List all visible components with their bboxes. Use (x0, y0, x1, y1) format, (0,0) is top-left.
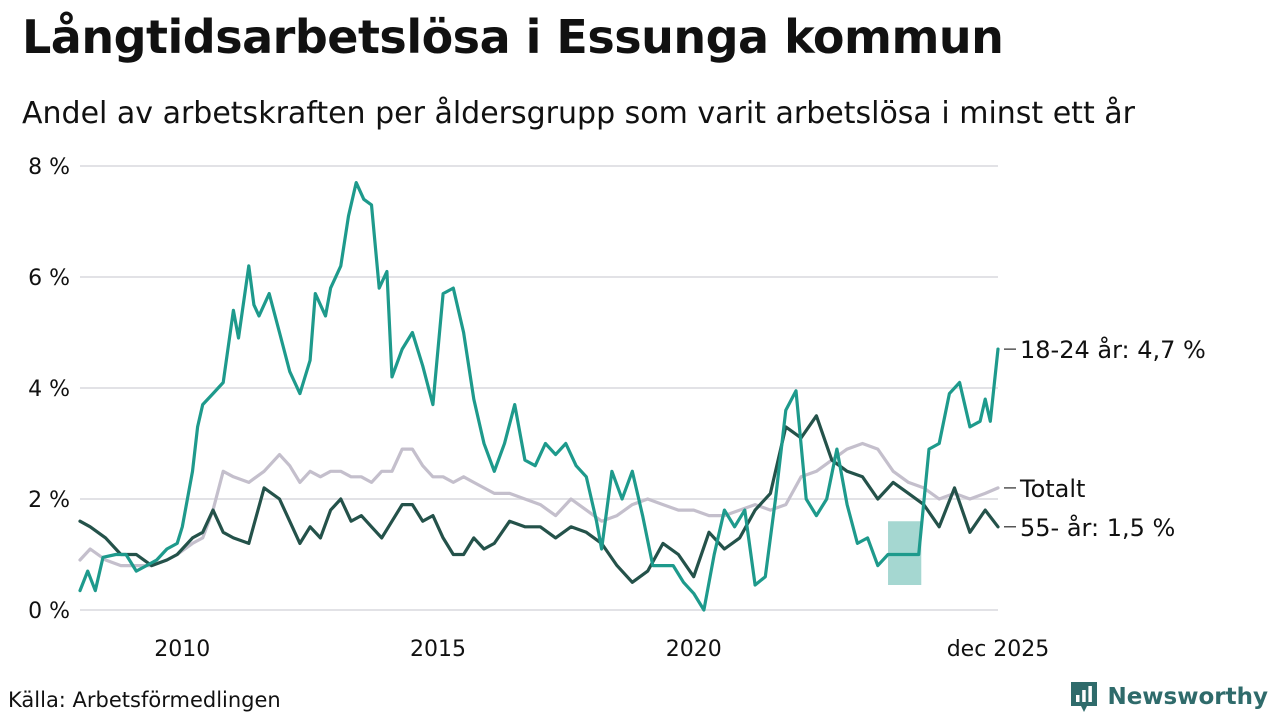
x-tick-label-1: 2015 (410, 637, 466, 662)
y-tick-label-0: 0 % (28, 599, 70, 624)
end-label-18-24-r: 18-24 år: 4,7 % (1020, 335, 1206, 364)
brand-name: Newsworthy (1107, 684, 1268, 710)
end-label-totalt: Totalt (1019, 475, 1085, 503)
series-line-55-r (78, 414, 1000, 584)
chart-title: Långtidsarbetslösa i Essunga kommun (22, 10, 1004, 64)
x-axis-tick-labels: 2010 2015 2020 dec 2025 (154, 637, 1049, 662)
newsworthy-logo-icon (1071, 682, 1098, 712)
chart-subtitle: Andel av arbetskraften per åldersgrupp s… (22, 96, 1135, 131)
source-note: Källa: Arbetsförmedlingen (8, 688, 281, 712)
x-tick-label-0: 2010 (154, 637, 210, 662)
end-label-55-r: 55- år: 1,5 % (1020, 513, 1175, 542)
x-tick-label-3: dec 2025 (947, 637, 1050, 662)
y-tick-label-4: 8 % (28, 155, 70, 180)
x-tick-label-2: 2020 (666, 637, 722, 662)
y-axis-tick-labels: 0 % 2 % 4 % 6 % 8 % (28, 155, 70, 624)
series-line-totalt (78, 441, 1000, 568)
series-line-18-24-r (78, 181, 1000, 612)
y-tick-label-2: 4 % (28, 377, 70, 402)
series-end-labels: Totalt 55- år: 1,5 % 18-24 år: 4,7 % (1004, 335, 1206, 542)
brand-logo[interactable]: Newsworthy (1069, 680, 1268, 714)
y-tick-label-1: 2 % (28, 488, 70, 513)
series-lines (78, 181, 1000, 612)
y-tick-label-3: 6 % (28, 266, 70, 291)
